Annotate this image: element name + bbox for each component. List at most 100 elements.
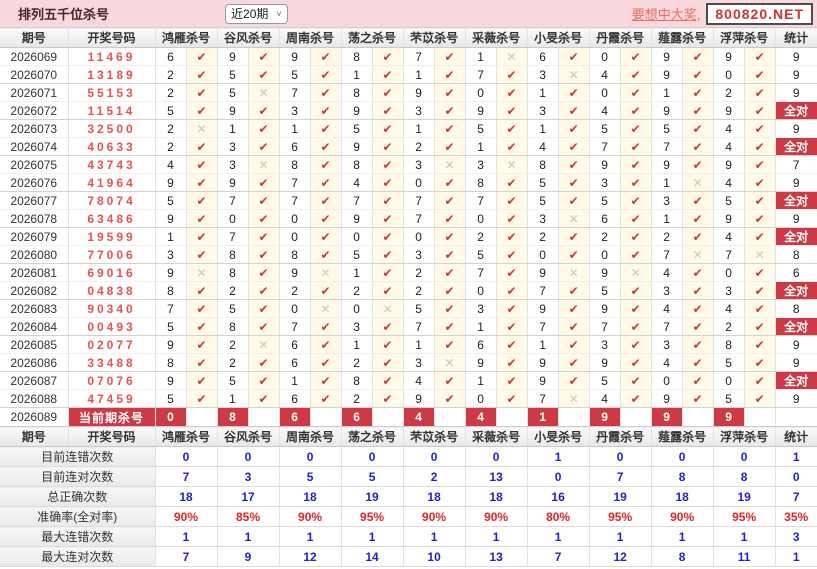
kill-number: 1: [341, 335, 373, 354]
kill-number: 9: [589, 299, 621, 318]
check-icon: ✔: [506, 67, 517, 82]
kill-number: 4: [713, 227, 745, 246]
result-cell: ✔: [744, 263, 776, 282]
result-cell: ✔: [434, 119, 466, 138]
kill-number: 4: [403, 371, 435, 390]
kill-number: 4: [713, 119, 745, 138]
kill-number: 8: [279, 245, 311, 264]
summary-value: 0: [713, 446, 776, 467]
check-icon: ✔: [568, 121, 579, 136]
kill-number: 4: [527, 137, 559, 156]
period-filter-select[interactable]: 近20期 ˅: [225, 3, 288, 24]
summary-value: 3: [775, 526, 817, 547]
kill-number: 9: [589, 155, 621, 174]
result-cell: ✔: [620, 371, 652, 390]
kill-number: 1: [465, 317, 497, 336]
check-icon: ✔: [568, 337, 579, 352]
result-cell: ✔: [372, 245, 404, 264]
result-cell: ✔: [558, 137, 590, 156]
result-cell: ✔: [620, 137, 652, 156]
check-icon: ✔: [258, 103, 269, 118]
kill-number: 4: [651, 353, 683, 372]
result-cell: ✔: [558, 299, 590, 318]
kill-number: 3: [589, 173, 621, 192]
result-cell: ✔: [620, 83, 652, 102]
check-icon: ✔: [630, 193, 641, 208]
summary-value: 19: [713, 486, 776, 507]
result-cell: ✔: [558, 119, 590, 138]
kill-number: 8: [527, 155, 559, 174]
kill-number: 4: [589, 65, 621, 84]
check-icon: ✔: [320, 103, 331, 118]
kill-number: 4: [341, 173, 373, 192]
kill-number: 5: [589, 281, 621, 300]
kill-number: 7: [713, 245, 745, 264]
check-icon: ✔: [692, 103, 703, 118]
result-cell: ✔: [372, 137, 404, 156]
draw-code: 40633: [68, 137, 156, 156]
kill-number: 9: [217, 101, 249, 120]
kill-number: 8: [217, 245, 249, 264]
result-cell: ✔: [682, 191, 714, 210]
expert-column-header: 薤露杀号: [651, 426, 714, 447]
summary-value: 8: [651, 466, 714, 487]
kill-number: 2: [403, 263, 435, 282]
result-cell: ✕: [310, 263, 342, 282]
kill-number: 7: [403, 191, 435, 210]
result-cell: ✔: [248, 227, 280, 246]
kill-number: 4: [589, 389, 621, 408]
draw-code: 90340: [68, 299, 156, 318]
kill-number: 9: [651, 389, 683, 408]
kill-number: 1: [465, 137, 497, 156]
period-cell: 2026087: [0, 371, 69, 390]
result-cell: ✔: [434, 299, 466, 318]
result-cell: ✔: [310, 371, 342, 390]
stat-cell: [775, 407, 817, 427]
summary-value: 18: [465, 486, 528, 507]
kill-number: 3: [589, 335, 621, 354]
summary-value: 90%: [403, 506, 466, 527]
summary-value: 1: [279, 526, 342, 547]
kill-number: 0: [217, 209, 249, 228]
kill-number: 7: [155, 299, 187, 318]
stat-cell: 9: [775, 47, 817, 66]
result-cell: ✔: [186, 65, 218, 84]
result-cell: ✔: [372, 83, 404, 102]
cross-icon: ✕: [320, 301, 331, 316]
stat-cell: 全对: [775, 371, 817, 390]
result-cell: ✔: [744, 155, 776, 174]
check-icon: ✔: [258, 229, 269, 244]
result-cell: ✔: [372, 389, 404, 408]
kill-number: 1: [465, 371, 497, 390]
kill-number: 9: [713, 155, 745, 174]
result-cell: ✕: [248, 335, 280, 354]
check-icon: ✔: [444, 283, 455, 298]
summary-value: 7: [155, 466, 218, 487]
table-row: 2026076 41964 9 ✔ 9 ✔ 7 ✔ 4 ✔ 0 ✔ 8 ✔ 5 ✔ 3 ✔ 1 ✕ 4 ✔ 9: [0, 173, 817, 192]
kill-number: 1: [465, 47, 497, 66]
summary-value: 0: [589, 446, 652, 467]
result-cell: ✔: [372, 101, 404, 120]
kill-number: 5: [651, 119, 683, 138]
kill-number: 1: [279, 119, 311, 138]
stat-cell: 全对: [775, 227, 817, 246]
summary-value: 12: [279, 546, 342, 567]
table-row: 2026078 63486 9 ✔ 0 ✔ 0 ✔ 9 ✔ 7 ✔ 0 ✔ 3 ✕ 6 ✔ 1 ✔ 9 ✔ 9: [0, 209, 817, 228]
table-row: 2026070 13189 2 ✔ 5 ✔ 5 ✔ 1 ✔ 1 ✔ 7 ✔ 3 ✕ 4 ✔ 9 ✔ 0 ✔ 9: [0, 65, 817, 84]
result-cell: ✔: [744, 119, 776, 138]
site-link[interactable]: 800820.NET: [706, 2, 813, 25]
result-cell: ✔: [248, 263, 280, 282]
result-cell: [434, 407, 466, 427]
check-icon: ✔: [444, 121, 455, 136]
check-icon: ✔: [320, 319, 331, 334]
kill-number-table: 期号 开奖号码 鸿雁杀号 谷风杀号 周南杀号 荡之杀号 芣苡杀号 采薇杀号 小旻杀号 丹霞杀号 薤露…: [0, 27, 817, 567]
result-cell: ✔: [496, 299, 528, 318]
result-cell: ✔: [248, 209, 280, 228]
summary-label: 总正确次数: [0, 486, 156, 507]
kill-number: 6: [279, 335, 311, 354]
check-icon: ✔: [320, 211, 331, 226]
check-icon: ✔: [692, 265, 703, 280]
current-kill-number: 8: [217, 407, 249, 427]
check-icon: ✔: [692, 139, 703, 154]
check-icon: ✔: [196, 175, 207, 190]
